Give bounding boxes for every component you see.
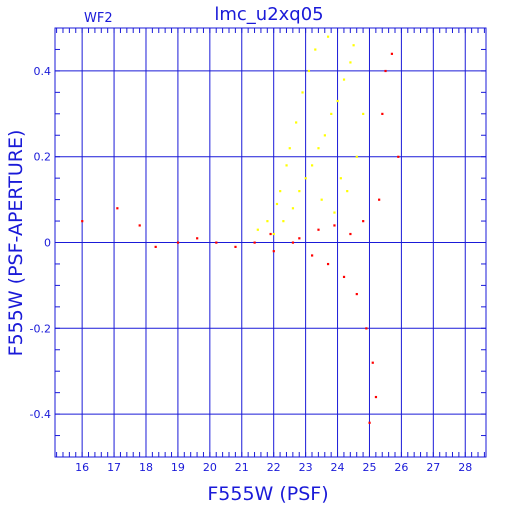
yellow-series bbox=[256, 35, 365, 236]
data-point bbox=[314, 48, 317, 51]
x-tick-label: 17 bbox=[107, 461, 121, 474]
y-tick-label: -0.2 bbox=[30, 322, 51, 335]
x-tick-label: 20 bbox=[203, 461, 217, 474]
data-point bbox=[266, 220, 269, 223]
data-point bbox=[342, 78, 346, 81]
data-point bbox=[234, 245, 237, 248]
gridlines bbox=[55, 28, 486, 457]
data-point bbox=[368, 421, 371, 424]
data-points bbox=[81, 35, 400, 424]
x-tick-label: 16 bbox=[75, 461, 89, 474]
y-tick-label: 0.4 bbox=[34, 65, 52, 78]
red-series bbox=[81, 52, 400, 424]
data-point bbox=[272, 232, 275, 236]
data-point bbox=[355, 292, 358, 296]
data-point bbox=[326, 35, 330, 38]
data-point bbox=[326, 262, 330, 266]
data-point bbox=[275, 202, 279, 206]
data-point bbox=[116, 207, 119, 210]
tick-labels: 16 17 18 19 20 21 22 23 24 25 26 27 28 -0.4 -0.2 0 0.2 0.… bbox=[30, 65, 473, 474]
data-point bbox=[390, 52, 394, 55]
y-tick-label: 0 bbox=[44, 237, 51, 250]
data-point bbox=[196, 237, 199, 240]
x-axis-label: F555W (PSF) bbox=[207, 483, 328, 505]
data-point bbox=[288, 147, 291, 150]
data-point bbox=[339, 177, 342, 180]
data-point bbox=[304, 177, 307, 180]
data-point bbox=[154, 245, 157, 248]
data-point bbox=[320, 198, 323, 201]
x-tick-label: 27 bbox=[426, 461, 440, 474]
data-point bbox=[342, 275, 346, 279]
data-point bbox=[362, 112, 365, 115]
data-point bbox=[362, 220, 365, 223]
data-point bbox=[256, 228, 259, 231]
tick-marks bbox=[55, 27, 486, 458]
data-point bbox=[352, 44, 355, 47]
x-tick-label: 22 bbox=[267, 461, 281, 474]
data-point bbox=[81, 220, 84, 223]
data-point bbox=[298, 190, 301, 193]
data-point bbox=[333, 211, 336, 214]
y-tick-label: -0.4 bbox=[30, 408, 51, 421]
data-point bbox=[138, 224, 141, 227]
data-point bbox=[272, 250, 275, 253]
data-point bbox=[285, 164, 288, 167]
data-point bbox=[381, 112, 384, 115]
data-point bbox=[365, 327, 368, 330]
x-tick-label: 23 bbox=[299, 461, 313, 474]
data-point bbox=[311, 164, 314, 167]
data-point bbox=[291, 241, 295, 244]
data-point bbox=[349, 61, 352, 64]
data-point bbox=[330, 112, 333, 115]
x-tick-label: 25 bbox=[362, 461, 376, 474]
data-point bbox=[176, 241, 180, 244]
x-tick-label: 18 bbox=[139, 461, 153, 474]
data-point bbox=[317, 147, 320, 150]
data-point bbox=[269, 232, 272, 236]
data-point bbox=[371, 361, 374, 364]
data-point bbox=[333, 224, 336, 227]
data-point bbox=[282, 220, 285, 223]
x-tick-label: 28 bbox=[458, 461, 472, 474]
data-point bbox=[253, 241, 256, 244]
data-point bbox=[378, 198, 381, 201]
data-point bbox=[301, 91, 304, 94]
data-point bbox=[336, 99, 339, 103]
x-tick-label: 26 bbox=[394, 461, 408, 474]
data-point bbox=[291, 207, 295, 210]
data-point bbox=[317, 228, 320, 231]
data-point bbox=[355, 155, 358, 158]
data-point bbox=[323, 134, 326, 137]
x-tick-label: 21 bbox=[235, 461, 249, 474]
x-tick-label: 19 bbox=[171, 461, 185, 474]
data-point bbox=[279, 190, 282, 193]
panel-label: WF2 bbox=[84, 11, 113, 26]
data-point bbox=[384, 69, 387, 73]
data-point bbox=[298, 237, 301, 240]
data-point bbox=[374, 395, 378, 399]
x-tick-label: 24 bbox=[331, 461, 345, 474]
data-point bbox=[307, 69, 311, 73]
y-axis-label: F555W (PSF-APERTURE) bbox=[5, 130, 27, 357]
data-point bbox=[349, 232, 352, 236]
data-point bbox=[295, 121, 298, 124]
y-tick-label: 0.2 bbox=[34, 151, 52, 164]
data-point bbox=[346, 190, 349, 193]
data-point bbox=[397, 155, 400, 158]
chart-title: lmc_u2xq05 bbox=[214, 4, 323, 25]
data-point bbox=[215, 241, 218, 244]
data-point bbox=[311, 254, 314, 257]
